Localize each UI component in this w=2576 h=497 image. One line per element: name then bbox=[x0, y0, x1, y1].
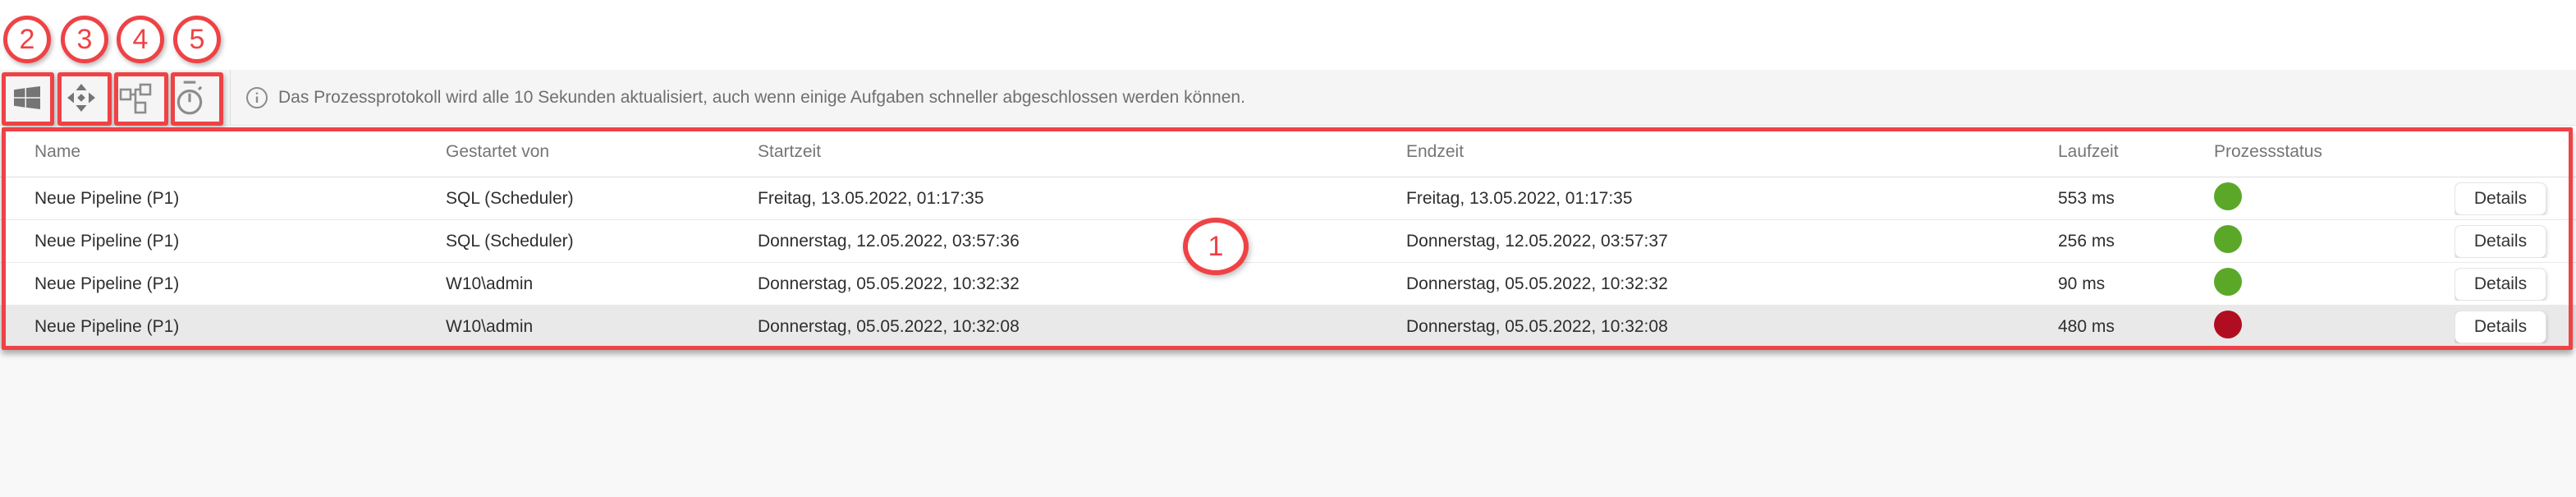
table-header-row: Name Gestartet von Startzeit Endzeit Lau… bbox=[0, 127, 2576, 177]
callout-5-label: 5 bbox=[189, 23, 205, 55]
cell-started-by: W10\admin bbox=[446, 317, 534, 336]
cell-end-time: Donnerstag, 05.05.2022, 10:32:32 bbox=[1406, 274, 1668, 293]
details-button[interactable]: Details bbox=[2455, 267, 2546, 301]
cell-started-by: W10\admin bbox=[446, 274, 534, 293]
cell-runtime: 256 ms bbox=[2058, 231, 2115, 251]
stopwatch-button[interactable] bbox=[163, 70, 217, 125]
cell-start-time: Freitag, 13.05.2022, 01:17:35 bbox=[758, 188, 984, 208]
toolbar-buttons bbox=[0, 70, 217, 125]
cell-name: Neue Pipeline (P1) bbox=[34, 274, 180, 293]
cell-start-time: Donnerstag, 05.05.2022, 10:32:08 bbox=[758, 317, 1020, 336]
column-header-start-time: Startzeit bbox=[758, 142, 822, 161]
toolbar: Das Prozessprotokoll wird alle 10 Sekund… bbox=[0, 70, 2576, 126]
sitemap-icon bbox=[119, 81, 152, 114]
cell-started-by: SQL (Scheduler) bbox=[446, 231, 574, 251]
sitemap-button[interactable] bbox=[108, 70, 163, 125]
table-row[interactable]: Neue Pipeline (P1) SQL (Scheduler) Freit… bbox=[0, 177, 2576, 220]
callout-3-label: 3 bbox=[76, 23, 93, 55]
details-button[interactable]: Details bbox=[2455, 224, 2546, 258]
cell-name: Neue Pipeline (P1) bbox=[34, 188, 180, 208]
status-dot bbox=[2214, 224, 2242, 253]
callout-2: 2 bbox=[3, 16, 51, 63]
table-row[interactable]: Neue Pipeline (P1) W10\admin Donnerstag,… bbox=[0, 306, 2576, 348]
stopwatch-icon bbox=[174, 80, 205, 116]
details-button[interactable]: Details bbox=[2455, 311, 2546, 343]
cell-name: Neue Pipeline (P1) bbox=[34, 317, 180, 336]
windows-grid-icon bbox=[14, 85, 40, 109]
table-row[interactable]: Neue Pipeline (P1) SQL (Scheduler) Donne… bbox=[0, 220, 2576, 263]
process-log-table: Name Gestartet von Startzeit Endzeit Lau… bbox=[0, 127, 2576, 348]
column-header-process-status: Prozessstatus bbox=[2214, 142, 2322, 161]
move-button[interactable] bbox=[54, 70, 108, 125]
info-text: Das Prozessprotokoll wird alle 10 Sekund… bbox=[278, 87, 1245, 107]
callout-2-label: 2 bbox=[19, 23, 35, 55]
column-header-started-by: Gestartet von bbox=[446, 142, 550, 161]
cell-end-time: Donnerstag, 12.05.2022, 03:57:37 bbox=[1406, 231, 1668, 251]
table-row[interactable]: Neue Pipeline (P1) W10\admin Donnerstag,… bbox=[0, 263, 2576, 306]
column-header-runtime: Laufzeit bbox=[2058, 142, 2119, 161]
windows-grid-button[interactable] bbox=[0, 70, 54, 125]
page-background bbox=[0, 349, 2576, 497]
cell-runtime: 90 ms bbox=[2058, 274, 2106, 293]
cell-end-time: Donnerstag, 05.05.2022, 10:32:08 bbox=[1406, 317, 1668, 336]
cell-runtime: 480 ms bbox=[2058, 317, 2115, 336]
cell-started-by: SQL (Scheduler) bbox=[446, 188, 574, 208]
callout-4-label: 4 bbox=[132, 23, 149, 55]
info-icon bbox=[245, 86, 268, 109]
cell-start-time: Donnerstag, 12.05.2022, 03:57:36 bbox=[758, 231, 1020, 251]
column-header-name: Name bbox=[34, 142, 81, 161]
cell-end-time: Freitag, 13.05.2022, 01:17:35 bbox=[1406, 188, 1633, 208]
callout-5: 5 bbox=[173, 16, 221, 63]
move-icon bbox=[66, 83, 96, 113]
cell-name: Neue Pipeline (P1) bbox=[34, 231, 180, 251]
cell-start-time: Donnerstag, 05.05.2022, 10:32:32 bbox=[758, 274, 1020, 293]
info-banner: Das Prozessprotokoll wird alle 10 Sekund… bbox=[245, 86, 1245, 109]
details-button[interactable]: Details bbox=[2455, 182, 2546, 215]
toolbar-separator bbox=[230, 70, 231, 125]
callout-3: 3 bbox=[61, 16, 108, 63]
status-dot bbox=[2214, 182, 2242, 210]
callout-4: 4 bbox=[117, 16, 164, 63]
column-header-end-time: Endzeit bbox=[1406, 142, 1464, 161]
cell-runtime: 553 ms bbox=[2058, 188, 2115, 208]
status-dot bbox=[2214, 311, 2242, 338]
status-dot bbox=[2214, 267, 2242, 296]
